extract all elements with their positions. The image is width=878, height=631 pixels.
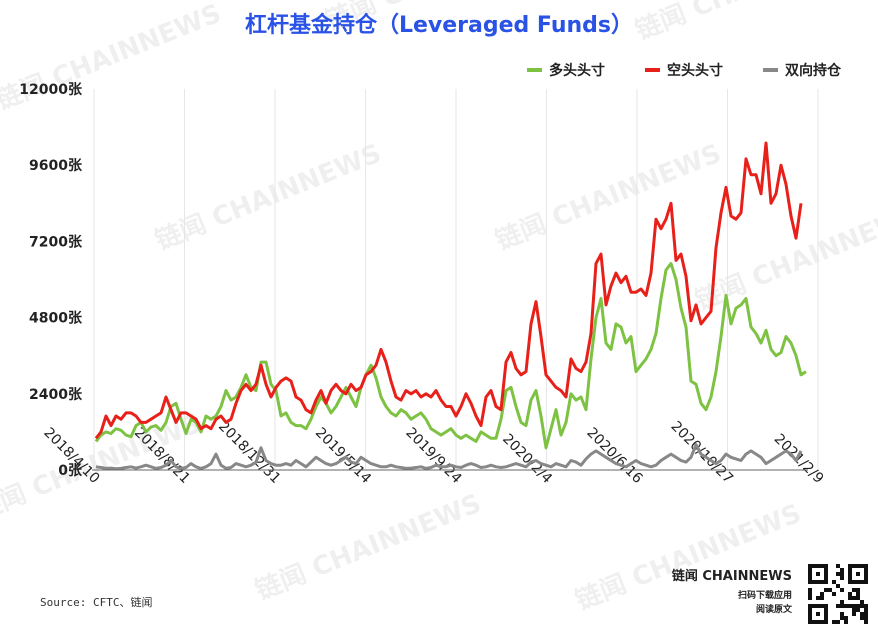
legend-label-spread: 双向持仓 bbox=[785, 62, 842, 79]
y-tick-label: 12000张 bbox=[19, 82, 83, 98]
y-tick-label: 4800张 bbox=[29, 311, 83, 327]
qr-module bbox=[840, 568, 844, 572]
brand-block: 链闻 CHAINNEWS 扫码下载应用 阅读原文 bbox=[671, 564, 868, 624]
qr-module bbox=[860, 600, 864, 604]
qr-module bbox=[840, 588, 844, 592]
brand-name: 链闻 CHAINNEWS bbox=[671, 568, 792, 584]
qr-module bbox=[856, 596, 860, 600]
qr-module bbox=[864, 608, 868, 612]
series-lines bbox=[94, 141, 807, 471]
qr-module bbox=[860, 616, 864, 620]
qr-module bbox=[840, 616, 844, 620]
qr-module bbox=[840, 612, 844, 616]
qr-module bbox=[820, 596, 824, 600]
qr-module bbox=[848, 596, 852, 600]
x-tick-label: 2020/6/16 bbox=[583, 425, 645, 487]
qr-module bbox=[828, 588, 832, 592]
qr-module bbox=[832, 580, 836, 584]
qr-module bbox=[848, 604, 852, 608]
qr-module bbox=[808, 596, 812, 600]
brand-line-1: 扫码下载应用 bbox=[738, 589, 792, 601]
qr-module bbox=[840, 576, 844, 580]
qr-module bbox=[832, 620, 836, 624]
series-line-long bbox=[94, 262, 807, 450]
qr-module bbox=[836, 620, 840, 624]
qr-module bbox=[836, 572, 840, 576]
brand-line-2: 阅读原文 bbox=[756, 603, 793, 615]
qr-module bbox=[824, 588, 828, 592]
watermark-text: 链闻 CHAINNEWS bbox=[691, 198, 878, 317]
qr-finder-dot bbox=[856, 572, 860, 576]
watermark-text: 链闻 CHAINNEWS bbox=[491, 138, 725, 257]
qr-module bbox=[840, 572, 844, 576]
y-tick-label: 7200张 bbox=[29, 234, 83, 250]
qr-module bbox=[820, 592, 824, 596]
qr-finder-dot bbox=[816, 612, 820, 616]
qr-module bbox=[864, 616, 868, 620]
watermark-text: 链闻 CHAINNEWS bbox=[631, 0, 865, 46]
legend-label-short: 空头头寸 bbox=[667, 62, 723, 79]
y-tick-label: 2400张 bbox=[29, 387, 83, 403]
qr-module bbox=[836, 584, 840, 588]
qr-module bbox=[856, 604, 860, 608]
qr-module bbox=[860, 612, 864, 616]
qr-module bbox=[852, 612, 856, 616]
qr-module bbox=[808, 588, 812, 592]
qr-module bbox=[832, 592, 836, 596]
qr-module bbox=[836, 564, 840, 568]
qr-module bbox=[844, 620, 848, 624]
qr-module bbox=[860, 604, 864, 608]
x-tick-label: 2019/5/14 bbox=[312, 425, 374, 487]
y-axis-ticks: 0张 2400张 4800张 7200张 9600张 12000张 bbox=[19, 82, 83, 479]
series-line-spread bbox=[95, 443, 803, 471]
qr-module bbox=[848, 592, 852, 596]
qr-module bbox=[852, 608, 856, 612]
watermark-text: 链闻 CHAINNEWS bbox=[251, 488, 485, 607]
qr-module bbox=[856, 608, 860, 612]
qr-module bbox=[840, 600, 844, 604]
watermark-text: 链闻 CHAINNEWS bbox=[0, 0, 225, 116]
qr-module bbox=[836, 604, 840, 608]
qr-module bbox=[816, 596, 820, 600]
watermark-text: 链闻 CHAINNEWS bbox=[151, 138, 385, 257]
qr-module bbox=[840, 604, 844, 608]
qr-module bbox=[864, 612, 868, 616]
series-line-short bbox=[94, 141, 803, 440]
source-note: Source: CFTC、链闻 bbox=[40, 595, 152, 609]
qr-module bbox=[808, 592, 812, 596]
qr-finder-dot bbox=[816, 572, 820, 576]
qr-module bbox=[856, 592, 860, 596]
qr-module bbox=[852, 604, 856, 608]
qr-module bbox=[856, 588, 860, 592]
y-tick-label: 0张 bbox=[58, 463, 83, 479]
x-tick-label: 2018/12/31 bbox=[215, 418, 283, 486]
qr-module bbox=[864, 620, 868, 624]
qr-code-icon[interactable] bbox=[808, 564, 868, 624]
qr-module bbox=[844, 616, 848, 620]
chart-title: 杠杆基金持仓（Leveraged Funds） bbox=[245, 12, 633, 38]
qr-module bbox=[844, 604, 848, 608]
legend: 多头头寸 空头头寸 双向持仓 bbox=[527, 62, 842, 79]
x-gridlines bbox=[93, 89, 819, 470]
y-tick-label: 9600张 bbox=[29, 158, 83, 174]
qr-module bbox=[852, 588, 856, 592]
qr-module bbox=[864, 604, 868, 608]
qr-module bbox=[852, 596, 856, 600]
legend-label-long: 多头头寸 bbox=[549, 62, 605, 79]
